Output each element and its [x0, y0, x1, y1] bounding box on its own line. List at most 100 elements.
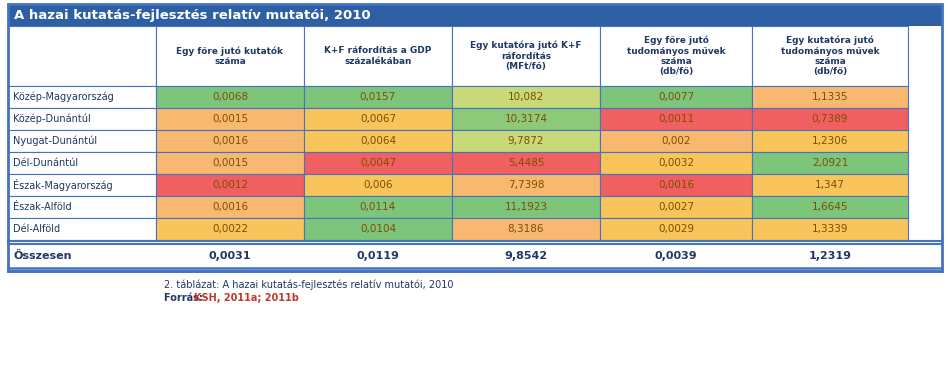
Text: Észak-Alföld: Észak-Alföld: [13, 202, 71, 212]
Text: A hazai kutatás-fejlesztés relatív mutatói, 2010: A hazai kutatás-fejlesztés relatív mutat…: [14, 8, 370, 22]
Text: 0,0104: 0,0104: [360, 224, 396, 234]
Text: 10,3174: 10,3174: [504, 114, 547, 124]
Text: 0,0027: 0,0027: [658, 202, 694, 212]
Text: 9,8542: 9,8542: [504, 251, 547, 261]
Bar: [752, 108, 908, 130]
Text: 0,0032: 0,0032: [658, 158, 694, 168]
Bar: [600, 218, 752, 240]
Text: 2. táblázat: A hazai kutatás-fejlesztés relatív mutatói, 2010: 2. táblázat: A hazai kutatás-fejlesztés …: [164, 280, 453, 290]
Bar: [304, 130, 452, 152]
Bar: [8, 86, 156, 108]
Bar: [156, 152, 304, 174]
Text: 1,2306: 1,2306: [812, 136, 848, 146]
Text: 0,0015: 0,0015: [212, 114, 248, 124]
Bar: [452, 218, 600, 240]
Bar: [452, 152, 600, 174]
Text: 0,0015: 0,0015: [212, 158, 248, 168]
Bar: [304, 196, 452, 218]
Text: 0,7389: 0,7389: [812, 114, 848, 124]
Text: Egy kutatóra jutó
tudományos művek
száma
(db/fő): Egy kutatóra jutó tudományos művek száma…: [781, 36, 880, 76]
Text: 0,0068: 0,0068: [212, 92, 248, 102]
Text: 1,347: 1,347: [815, 180, 845, 190]
Bar: [8, 4, 942, 26]
Text: 0,0077: 0,0077: [658, 92, 694, 102]
Bar: [8, 174, 156, 196]
Text: Egy főre jutó
tudományos művek
száma
(db/fő): Egy főre jutó tudományos művek száma (db…: [627, 36, 725, 76]
Bar: [600, 86, 752, 108]
Text: Egy főre jutó kutatók
száma: Egy főre jutó kutatók száma: [177, 46, 283, 66]
Bar: [452, 108, 600, 130]
Text: 1,6645: 1,6645: [811, 202, 848, 212]
Text: Egy kutatóra jutó K+F
ráfordítás
(MFt/fő): Egy kutatóra jutó K+F ráfordítás (MFt/fő…: [470, 41, 581, 71]
Bar: [752, 196, 908, 218]
Bar: [752, 152, 908, 174]
Bar: [752, 174, 908, 196]
Text: 5,4485: 5,4485: [507, 158, 544, 168]
Bar: [156, 218, 304, 240]
Text: 9,7872: 9,7872: [507, 136, 544, 146]
Bar: [304, 108, 452, 130]
Bar: [156, 130, 304, 152]
Bar: [156, 86, 304, 108]
Bar: [8, 108, 156, 130]
Text: Dél-Dunántúl: Dél-Dunántúl: [13, 158, 78, 168]
Text: 0,006: 0,006: [363, 180, 392, 190]
Bar: [752, 130, 908, 152]
Bar: [8, 152, 156, 174]
Text: 0,0016: 0,0016: [212, 136, 248, 146]
Bar: [752, 86, 908, 108]
Bar: [600, 152, 752, 174]
Bar: [452, 130, 600, 152]
Text: Nyugat-Dunántúl: Nyugat-Dunántúl: [13, 136, 97, 146]
Bar: [600, 196, 752, 218]
Bar: [156, 174, 304, 196]
Text: Összesen: Összesen: [13, 251, 71, 261]
Bar: [752, 26, 908, 86]
Text: KSH, 2011a; 2011b: KSH, 2011a; 2011b: [194, 293, 299, 303]
Text: 1,3339: 1,3339: [811, 224, 848, 234]
Text: 0,0011: 0,0011: [658, 114, 694, 124]
Bar: [8, 4, 942, 271]
Text: 7,7398: 7,7398: [507, 180, 544, 190]
Text: 10,082: 10,082: [508, 92, 544, 102]
Bar: [452, 26, 600, 86]
Text: 0,0016: 0,0016: [658, 180, 694, 190]
Text: 0,0067: 0,0067: [360, 114, 396, 124]
Text: 0,0119: 0,0119: [356, 251, 399, 261]
Bar: [156, 196, 304, 218]
Text: 11,1923: 11,1923: [504, 202, 547, 212]
Bar: [752, 218, 908, 240]
Text: Dél-Alföld: Dél-Alföld: [13, 224, 60, 234]
Bar: [600, 108, 752, 130]
Bar: [452, 86, 600, 108]
Text: 1,1335: 1,1335: [811, 92, 848, 102]
Bar: [304, 174, 452, 196]
Text: 0,0114: 0,0114: [360, 202, 396, 212]
Text: 1,2319: 1,2319: [808, 251, 851, 261]
Text: 0,0031: 0,0031: [209, 251, 251, 261]
Text: Közép-Dunántúl: Közép-Dunántúl: [13, 114, 91, 124]
Bar: [8, 218, 156, 240]
Bar: [600, 130, 752, 152]
Text: 2,0921: 2,0921: [812, 158, 848, 168]
Bar: [452, 174, 600, 196]
Text: K+F ráfordítás a GDP
százalékában: K+F ráfordítás a GDP százalékában: [324, 46, 431, 66]
Bar: [600, 174, 752, 196]
Bar: [8, 26, 156, 86]
Text: 0,0029: 0,0029: [658, 224, 694, 234]
Text: Észak-Magyarország: Észak-Magyarország: [13, 179, 113, 191]
Bar: [304, 86, 452, 108]
Text: 0,0047: 0,0047: [360, 158, 396, 168]
Bar: [8, 196, 156, 218]
Bar: [600, 26, 752, 86]
Bar: [304, 26, 452, 86]
Text: 0,0016: 0,0016: [212, 202, 248, 212]
Text: 0,0157: 0,0157: [360, 92, 396, 102]
Text: Forrás:: Forrás:: [164, 293, 206, 303]
Bar: [8, 130, 156, 152]
Text: Közép-Magyarország: Közép-Magyarország: [13, 92, 114, 102]
Bar: [156, 108, 304, 130]
Bar: [304, 152, 452, 174]
Text: 0,0064: 0,0064: [360, 136, 396, 146]
Text: 8,3186: 8,3186: [507, 224, 544, 234]
